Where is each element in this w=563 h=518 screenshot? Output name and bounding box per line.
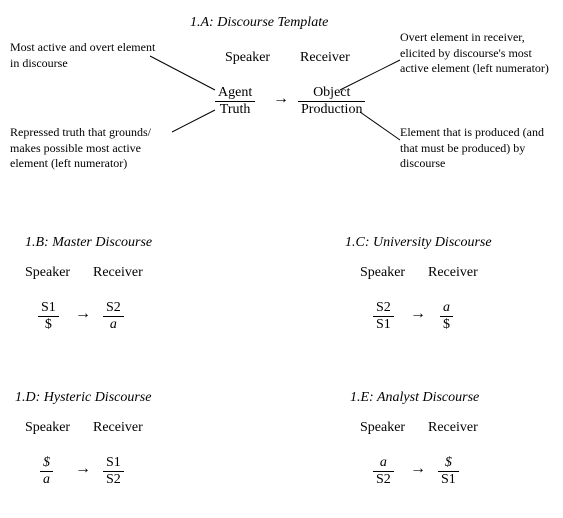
section-c-rden: $ xyxy=(440,317,453,333)
section-b-left-fraction: S1 $ xyxy=(38,300,59,333)
section-a-speaker: Speaker xyxy=(225,50,270,66)
section-b-rnum: S2 xyxy=(103,300,124,317)
section-a-agent: Agent xyxy=(215,85,255,102)
section-b-right-fraction: S2 a xyxy=(103,300,124,333)
section-e-rnum: $ xyxy=(438,455,459,472)
section-b-speaker: Speaker xyxy=(25,265,70,281)
section-d-left-fraction: $ a xyxy=(40,455,53,488)
section-e-title: 1.E: Analyst Discourse xyxy=(350,390,479,406)
section-e-receiver: Receiver xyxy=(428,420,478,436)
section-b-lden: $ xyxy=(38,317,59,333)
section-e-right-fraction: $ S1 xyxy=(438,455,459,488)
section-e-rden: S1 xyxy=(438,472,459,488)
section-a-right-fraction: Object Production xyxy=(298,85,365,118)
section-b-lnum: S1 xyxy=(38,300,59,317)
section-c-lden: S1 xyxy=(373,317,394,333)
section-a-receiver: Receiver xyxy=(300,50,350,66)
section-b-rden: a xyxy=(103,317,124,333)
section-d-right-fraction: S1 S2 xyxy=(103,455,124,488)
section-e-lden: S2 xyxy=(373,472,394,488)
section-d-lden: a xyxy=(40,472,53,488)
section-d-title: 1.D: Hysteric Discourse xyxy=(15,390,151,406)
section-c-title: 1.C: University Discourse xyxy=(345,235,492,251)
section-a-truth: Truth xyxy=(215,102,255,118)
section-e-arrow: → xyxy=(410,460,426,478)
note-bottom-left: Repressed truth that grounds/ makes poss… xyxy=(10,125,175,172)
section-c-rnum: a xyxy=(440,300,453,317)
note-top-left: Most active and overt element in discour… xyxy=(10,40,160,71)
section-a-title: 1.A: Discourse Template xyxy=(190,15,328,31)
section-b-title: 1.B: Master Discourse xyxy=(25,235,152,251)
section-e-speaker: Speaker xyxy=(360,420,405,436)
section-e-left-fraction: a S2 xyxy=(373,455,394,488)
section-d-arrow: → xyxy=(75,460,91,478)
note-bottom-right: Element that is produced (and that must … xyxy=(400,125,550,172)
section-a-left-fraction: Agent Truth xyxy=(215,85,255,118)
section-c-lnum: S2 xyxy=(373,300,394,317)
section-c-left-fraction: S2 S1 xyxy=(373,300,394,333)
section-d-rnum: S1 xyxy=(103,455,124,472)
section-a-arrow: → xyxy=(273,90,289,108)
section-e-lnum: a xyxy=(373,455,394,472)
section-b-arrow: → xyxy=(75,305,91,323)
section-d-rden: S2 xyxy=(103,472,124,488)
section-d-speaker: Speaker xyxy=(25,420,70,436)
section-c-receiver: Receiver xyxy=(428,265,478,281)
section-d-receiver: Receiver xyxy=(93,420,143,436)
section-c-arrow: → xyxy=(410,305,426,323)
section-d-lnum: $ xyxy=(40,455,53,472)
section-b-receiver: Receiver xyxy=(93,265,143,281)
section-c-speaker: Speaker xyxy=(360,265,405,281)
note-top-right: Overt element in receiver, elicited by d… xyxy=(400,30,550,77)
section-a-production: Production xyxy=(298,102,365,118)
section-a-object: Object xyxy=(298,85,365,102)
section-c-right-fraction: a $ xyxy=(440,300,453,333)
